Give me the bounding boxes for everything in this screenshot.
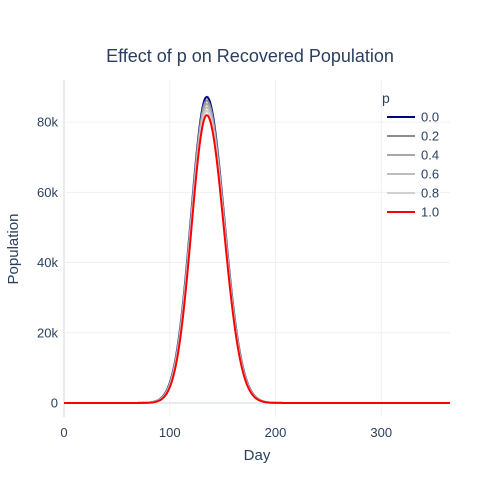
legend-label: 0.0 [421, 110, 439, 125]
y-tick-label: 40k [37, 255, 58, 270]
series-line-p-0.4 [64, 102, 450, 404]
x-tick-label: 100 [159, 425, 181, 440]
x-axis-label: Day [244, 447, 271, 464]
y-tick-label: 0 [51, 395, 58, 410]
series-line-p-0.2 [64, 99, 450, 404]
legend-label: 0.8 [421, 186, 439, 201]
legend-item[interactable]: 1.0 [387, 205, 439, 220]
legend: p 0.0 0.2 0.4 0.6 0.8 1.0 [382, 90, 439, 220]
legend-item[interactable]: 0.6 [387, 167, 439, 182]
series-line-p-1.0 [64, 113, 450, 404]
legend-label: 1.0 [421, 205, 439, 220]
y-tick-label: 20k [37, 325, 58, 340]
legend-title: p [382, 90, 390, 106]
legend-item[interactable]: 0.8 [387, 186, 439, 201]
legend-item[interactable]: 0.2 [387, 129, 439, 144]
series-line-p-0.0 [64, 95, 450, 404]
axis-ticks: 0 100 200 300 0 20k 40k 60k 80k [37, 115, 392, 440]
plot-area [64, 95, 450, 404]
legend-item[interactable]: 0.0 [387, 110, 439, 125]
y-tick-label: 80k [37, 115, 58, 130]
x-tick-label: 300 [370, 425, 392, 440]
legend-label: 0.4 [421, 148, 439, 163]
chart-title: Effect of p on Recovered Population [106, 46, 394, 66]
legend-label: 0.6 [421, 167, 439, 182]
series-line-p-0.6 [64, 106, 450, 404]
y-tick-label: 60k [37, 185, 58, 200]
legend-label: 0.2 [421, 129, 439, 144]
legend-item[interactable]: 0.4 [387, 148, 439, 163]
grid [63, 80, 450, 417]
x-tick-label: 0 [60, 425, 67, 440]
y-axis-label: Population [5, 214, 22, 285]
x-tick-label: 200 [265, 425, 287, 440]
